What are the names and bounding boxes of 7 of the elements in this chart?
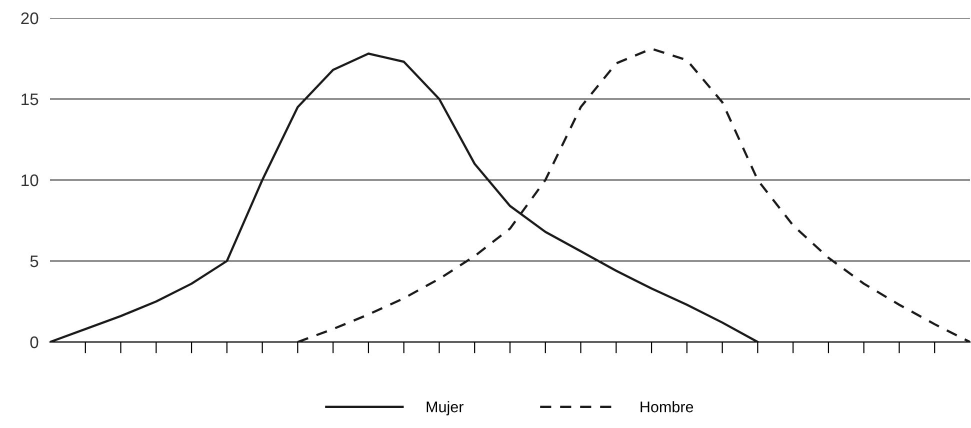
legend-label: Mujer xyxy=(426,401,464,416)
y-tick-label: 0 xyxy=(30,336,38,348)
y-tick-label: 15 xyxy=(22,94,38,106)
y-tick-label: 5 xyxy=(30,256,38,268)
y-tick-label: 20 xyxy=(21,12,38,24)
legend-label: Hombre xyxy=(640,401,694,412)
y-tick-label: 10 xyxy=(22,174,38,186)
